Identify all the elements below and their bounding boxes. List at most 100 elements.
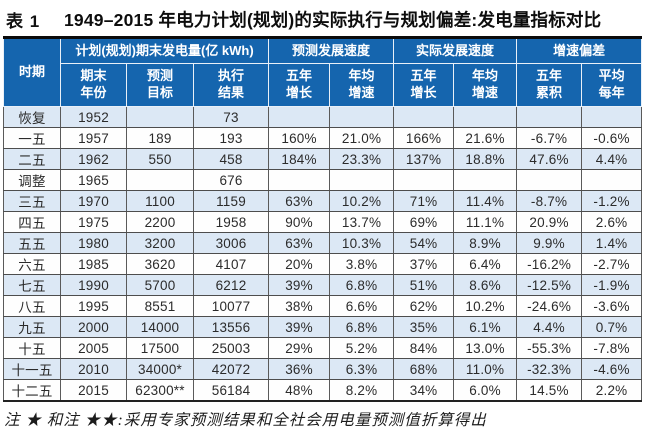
table-cell: 四五 bbox=[3, 211, 61, 233]
table-row: 十五 2005 17500 25003 29% 5.2% 84% 13.0% -55.3% -7.… bbox=[3, 337, 643, 359]
table-cell: 13.7% bbox=[329, 211, 395, 233]
table-row: 一五 1957 189 193 160% 21.0% 166% 21.6% -6.7% -0.6% bbox=[3, 127, 643, 149]
table-cell: 25003 bbox=[192, 337, 270, 359]
table-cell: 1.4% bbox=[581, 232, 643, 254]
table-cell bbox=[393, 106, 455, 128]
table-cell: 62% bbox=[393, 295, 455, 317]
table-cell: 39% bbox=[268, 274, 331, 296]
table-cell: 71% bbox=[393, 190, 455, 212]
table-cell: 八五 bbox=[3, 295, 61, 317]
table-cell bbox=[329, 169, 395, 191]
table-body: 恢复 1952 73 一五 1957 189 193 160% 21.0% 166% 21.6% -6… bbox=[3, 106, 643, 402]
table-cell: 4.4% bbox=[516, 316, 583, 338]
header-sub-row: 期末 年份 预测 目标 执行 结果 五年 增长 年均 增速 五年 增长 年均 增… bbox=[4, 63, 643, 107]
table-row: 三五 1970 1100 1159 63% 10.2% 71% 11.4% -8.7% -1.2% bbox=[3, 190, 643, 212]
table-cell: 10.2% bbox=[329, 190, 395, 212]
table-cell: -1.2% bbox=[581, 190, 643, 212]
table-cell: 189 bbox=[126, 127, 194, 149]
table-cell: 6.6% bbox=[329, 295, 395, 317]
table-cell: 13.0% bbox=[453, 337, 518, 359]
table-row: 七五 1990 5700 6212 39% 6.8% 51% 8.6% -12.5% -1.9% bbox=[3, 274, 643, 296]
table-cell: 二五 bbox=[3, 148, 61, 170]
table-cell: 23.3% bbox=[329, 148, 395, 170]
table-cell: 56184 bbox=[192, 379, 270, 402]
table-cell: 一五 bbox=[3, 127, 61, 149]
table-cell: 1159 bbox=[192, 190, 270, 212]
table-cell: 54% bbox=[393, 232, 455, 254]
table-cell: 20% bbox=[268, 253, 331, 275]
table-cell bbox=[268, 169, 331, 191]
table-row: 六五 1985 3620 4107 20% 3.8% 37% 6.4% -16.2% -2.7% bbox=[3, 253, 643, 275]
table-cell: 6.0% bbox=[453, 379, 518, 402]
table-cell: 2.2% bbox=[581, 379, 643, 402]
table-cell: -2.7% bbox=[581, 253, 643, 275]
table-cell: 35% bbox=[393, 316, 455, 338]
table-cell: 21.0% bbox=[329, 127, 395, 149]
table-cell: 十二五 bbox=[3, 379, 61, 402]
table-row: 八五 1995 8551 10077 38% 6.6% 62% 10.2% -24.6% -3.6… bbox=[3, 295, 643, 317]
table-cell: 8551 bbox=[126, 295, 194, 317]
table-cell: 10.2% bbox=[453, 295, 518, 317]
table-cell: -3.6% bbox=[581, 295, 643, 317]
table-cell: 1957 bbox=[60, 127, 127, 149]
table-cell: 2200 bbox=[126, 211, 194, 233]
table-cell: 18.8% bbox=[453, 148, 518, 170]
table-cell: 1952 bbox=[60, 106, 127, 128]
table-cell: 51% bbox=[393, 274, 455, 296]
table-cell: -6.7% bbox=[516, 127, 583, 149]
table-cell: 38% bbox=[268, 295, 331, 317]
table-cell: -8.7% bbox=[516, 190, 583, 212]
table-cell bbox=[393, 169, 455, 191]
header-forecast-target: 预测 目标 bbox=[126, 63, 194, 107]
table-cell: 34% bbox=[393, 379, 455, 402]
table-row: 十一五 2010 34000* 42072 36% 6.3% 68% 11.0% -32.3% -… bbox=[3, 358, 643, 380]
table-cell: 6.4% bbox=[453, 253, 518, 275]
table-footnote: 注 ★ 和注 ★★:采用专家预测结果和全社会用电量预测值折算得出 bbox=[4, 412, 487, 429]
table-cell: 2005 bbox=[60, 337, 127, 359]
table-row: 九五 2000 14000 13556 39% 6.8% 35% 6.1% 4.4% 0.7% bbox=[3, 316, 643, 338]
table-cell: 3620 bbox=[126, 253, 194, 275]
table-cell bbox=[126, 106, 194, 128]
header-group-forecast-speed: 预测发展速度 bbox=[268, 37, 395, 64]
table-cell bbox=[516, 169, 583, 191]
table-cell bbox=[581, 169, 643, 191]
table-caption: 表 1 1949–2015 年电力计划(规划)的实际执行与规划偏差:发电量指标对… bbox=[0, 0, 645, 36]
table-cell: 1100 bbox=[126, 190, 194, 212]
table-row: 恢复 1952 73 bbox=[3, 106, 643, 128]
table-cell: 62300** bbox=[126, 379, 194, 402]
table-cell: 47.6% bbox=[516, 148, 583, 170]
table-cell: 0.7% bbox=[581, 316, 643, 338]
table-cell: 63% bbox=[268, 190, 331, 212]
table-cell: 10.3% bbox=[329, 232, 395, 254]
table-cell: 3200 bbox=[126, 232, 194, 254]
header-group-actual-speed: 实际发展速度 bbox=[393, 37, 518, 64]
table-cell: 11.0% bbox=[453, 358, 518, 380]
caption-label: 表 1 bbox=[6, 12, 41, 31]
table-cell: 1995 bbox=[60, 295, 127, 317]
table-cell: 8.2% bbox=[329, 379, 395, 402]
table-cell: 11.1% bbox=[453, 211, 518, 233]
table-cell: 34000* bbox=[126, 358, 194, 380]
table-cell: -0.6% bbox=[581, 127, 643, 149]
table-cell: 137% bbox=[393, 148, 455, 170]
table-cell: 9.9% bbox=[516, 232, 583, 254]
table-cell: 4.4% bbox=[581, 148, 643, 170]
header-deviation-5yr: 五年 累积 bbox=[516, 63, 583, 107]
table-cell: 160% bbox=[268, 127, 331, 149]
table-cell: 1958 bbox=[192, 211, 270, 233]
table-cell bbox=[453, 169, 518, 191]
table-cell: 六五 bbox=[3, 253, 61, 275]
table-cell: 2000 bbox=[60, 316, 127, 338]
table-cell: -55.3% bbox=[516, 337, 583, 359]
page-title: 1949–2015 年电力计划(规划)的实际执行与规划偏差:发电量指标对比 bbox=[64, 10, 602, 30]
table-cell: 十一五 bbox=[3, 358, 61, 380]
table-cell: 193 bbox=[192, 127, 270, 149]
header-group-deviation: 增速偏差 bbox=[516, 37, 643, 64]
table-cell: 21.6% bbox=[453, 127, 518, 149]
table-cell: 3.8% bbox=[329, 253, 395, 275]
table-cell bbox=[329, 106, 395, 128]
table-cell: 6212 bbox=[192, 274, 270, 296]
table-cell: 3006 bbox=[192, 232, 270, 254]
table-cell: 550 bbox=[126, 148, 194, 170]
table-cell: 48% bbox=[268, 379, 331, 402]
